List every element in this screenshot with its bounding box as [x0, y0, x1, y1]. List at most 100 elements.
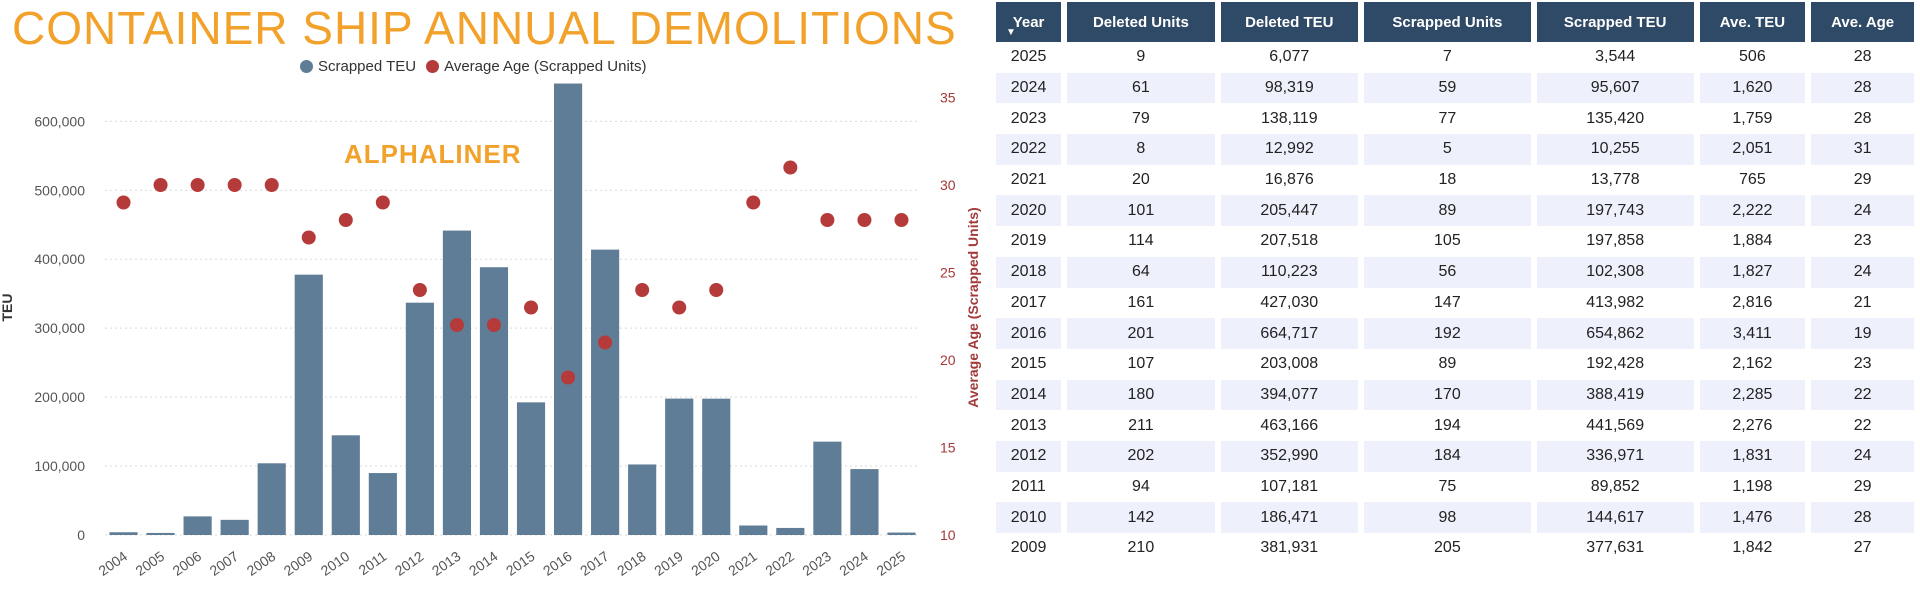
bar-scrapped-teu [109, 532, 138, 535]
table-row[interactable]: 2021 20 16,876 18 13,778 765 29 [996, 164, 1914, 196]
table-cell: 29 [1811, 164, 1914, 196]
table-cell: 2013 [996, 410, 1062, 441]
table-row[interactable]: 2009 210 381,931 205 377,631 1,842 27 [996, 533, 1914, 564]
column-header[interactable]: Deleted Units [1067, 2, 1215, 42]
table-cell: 2012 [996, 440, 1062, 472]
table-cell: 201 [1067, 318, 1215, 349]
column-header[interactable]: Scrapped Units [1363, 2, 1531, 42]
bar-scrapped-teu [294, 274, 323, 535]
dot-average-age [709, 283, 724, 297]
table-cell: 28 [1811, 72, 1914, 104]
legend-label-scrapped-teu: Scrapped TEU [318, 58, 417, 75]
dot-average-age [524, 300, 539, 315]
table-cell: 142 [1067, 502, 1215, 533]
table-cell: 31 [1811, 134, 1914, 165]
x-tick-label: 2020 [688, 548, 723, 579]
column-header[interactable]: Ave. TEU [1699, 2, 1806, 42]
bar-scrapped-teu [739, 525, 768, 535]
table-cell: 89 [1363, 348, 1531, 380]
bar-scrapped-teu [628, 464, 657, 535]
table-cell: 381,931 [1220, 533, 1358, 564]
bar-scrapped-teu [702, 398, 731, 535]
table-cell: 197,743 [1536, 195, 1694, 227]
bar-scrapped-teu [516, 402, 546, 535]
table-cell: 2,162 [1699, 348, 1806, 380]
table-row[interactable]: 2017 161 427,030 147 413,982 2,816 21 [996, 287, 1914, 319]
dot-average-age [561, 370, 576, 385]
table-row[interactable]: 2016 201 664,717 192 654,862 3,411 19 [996, 318, 1914, 349]
table-cell: 28 [1811, 502, 1914, 533]
y-tick-label: 400,000 [34, 251, 85, 267]
y2-tick-label: 15 [940, 440, 956, 456]
table-row[interactable]: 2010 142 186,471 98 144,617 1,476 28 [996, 502, 1914, 533]
table-row[interactable]: 2011 94 107,181 75 89,852 1,198 29 [996, 471, 1914, 503]
column-header[interactable]: Scrapped TEU [1536, 2, 1694, 42]
bar-scrapped-teu [553, 83, 583, 535]
column-header[interactable]: Ave. Age [1811, 2, 1914, 42]
table-row[interactable]: 2025 9 6,077 7 3,544 506 28 [996, 42, 1914, 73]
table-row[interactable]: 2018 64 110,223 56 102,308 1,827 24 [996, 256, 1914, 288]
x-tick-label: 2004 [95, 548, 130, 579]
table-header-row: ▼ Year Deleted Units Deleted TEU Scrapped Un… [996, 2, 1914, 42]
table-row[interactable]: 2012 202 352,990 184 336,971 1,831 24 [996, 440, 1914, 472]
bar-scrapped-teu [479, 267, 509, 535]
table-cell: 2016 [996, 318, 1062, 349]
table-cell: 1,476 [1699, 502, 1806, 533]
table-row[interactable]: 2015 107 203,008 89 192,428 2,162 23 [996, 348, 1914, 380]
bar-scrapped-teu [368, 473, 397, 535]
demolitions-table: ▼ Year Deleted Units Deleted TEU Scrapped Un… [990, 2, 1920, 564]
table-row[interactable]: 2019 114 207,518 105 197,858 1,884 23 [996, 226, 1914, 257]
column-header[interactable]: Deleted TEU [1220, 2, 1358, 42]
table-cell: 19 [1811, 318, 1914, 349]
table-cell: 170 [1363, 379, 1531, 411]
table-cell: 64 [1067, 256, 1215, 288]
y2-tick-label: 20 [940, 352, 956, 368]
table-row[interactable]: 2022 8 12,992 5 10,255 2,051 31 [996, 134, 1914, 165]
x-tick-label: 2005 [132, 548, 167, 579]
table-row[interactable]: 2013 211 463,166 194 441,569 2,276 22 [996, 410, 1914, 441]
table-cell: 18 [1363, 164, 1531, 196]
table-cell: 2014 [996, 379, 1062, 411]
dot-average-age [375, 195, 390, 210]
table-row[interactable]: 2014 180 394,077 170 388,419 2,285 22 [996, 379, 1914, 411]
column-header-label: Scrapped Units [1392, 13, 1503, 31]
dot-average-age [190, 178, 205, 192]
table-cell: 427,030 [1220, 287, 1358, 319]
table-cell: 1,842 [1699, 533, 1806, 564]
sort-descending-icon[interactable]: ▼ [1006, 27, 1016, 38]
y-tick-label: 500,000 [34, 182, 85, 198]
table-cell: 506 [1699, 42, 1806, 73]
legend-item-scrapped-teu[interactable]: Scrapped TEU [300, 58, 416, 75]
bar-scrapped-teu [405, 302, 434, 535]
table-cell: 205,447 [1220, 195, 1358, 227]
table-cell: 1,827 [1699, 256, 1806, 288]
table-cell: 144,617 [1536, 502, 1694, 533]
table-cell: 2,222 [1699, 195, 1806, 227]
dot-average-age [857, 213, 872, 227]
table-row[interactable]: 2020 101 205,447 89 197,743 2,222 24 [996, 195, 1914, 227]
table-cell: 1,620 [1699, 72, 1806, 104]
table-cell: 107 [1067, 348, 1215, 380]
y2-tick-label: 25 [940, 265, 956, 281]
table-cell: 192 [1363, 318, 1531, 349]
table-cell: 186,471 [1220, 502, 1358, 533]
table-cell: 98 [1363, 502, 1531, 533]
column-header-label: Ave. TEU [1719, 13, 1786, 31]
column-header-label: Deleted Units [1092, 13, 1189, 31]
chart-legend: Scrapped TEU Average Age (Scrapped Units… [300, 58, 646, 75]
table-cell: 2018 [996, 256, 1062, 288]
table-cell: 413,982 [1536, 287, 1694, 319]
table-cell: 2020 [996, 195, 1062, 227]
column-header[interactable]: ▼ Year [996, 2, 1062, 42]
y-tick-label: 0 [77, 527, 85, 543]
table-row[interactable]: 2023 79 138,119 77 135,420 1,759 28 [996, 103, 1914, 135]
table-cell: 12,992 [1220, 134, 1358, 165]
legend-item-average-age[interactable]: Average Age (Scrapped Units) [426, 58, 646, 75]
table-cell: 388,419 [1536, 379, 1694, 411]
dot-average-age [486, 318, 501, 332]
dot-average-age [301, 230, 316, 245]
legend-marker-bar [300, 60, 313, 73]
y2-tick-label: 10 [940, 527, 956, 543]
table-row[interactable]: 2024 61 98,319 59 95,607 1,620 28 [996, 72, 1914, 104]
table-cell: 101 [1067, 195, 1215, 227]
